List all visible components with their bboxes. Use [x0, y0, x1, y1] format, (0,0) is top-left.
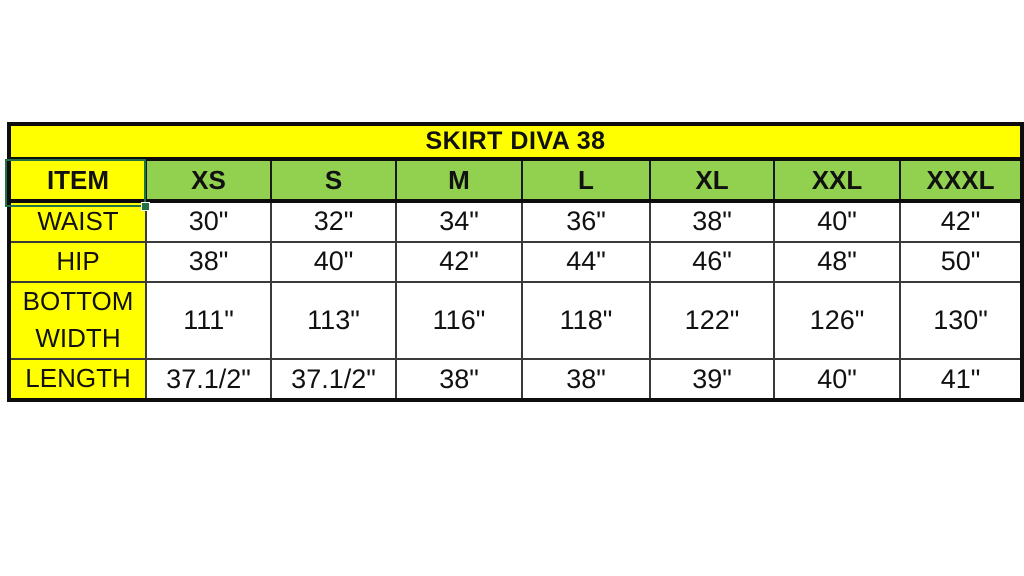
- header-cell-xl[interactable]: XL: [649, 158, 775, 203]
- cell-length-xs[interactable]: 37.1/2": [145, 358, 272, 402]
- table-row-bottom-width: BOTTOM WIDTH 111" 113" 116" 118" 122" 12…: [8, 280, 1024, 361]
- table-row-hip: HIP 38" 40" 42" 44" 46" 48" 50": [8, 240, 1024, 283]
- cell-hip-xxl[interactable]: 48": [773, 240, 901, 283]
- cell-hip-xxxl[interactable]: 50": [898, 240, 1024, 283]
- cell-bottom-m[interactable]: 116": [395, 280, 523, 361]
- title-row: SKIRT DIVA 38: [7, 123, 1024, 161]
- cell-waist-l[interactable]: 36": [521, 200, 651, 243]
- size-chart-container: SKIRT DIVA 38 ITEM XS S M L XL XXL XXXL …: [5, 122, 1024, 403]
- header-cell-l[interactable]: L: [521, 158, 651, 203]
- header-cell-m[interactable]: M: [395, 158, 523, 203]
- size-chart-table: SKIRT DIVA 38 ITEM XS S M L XL XXL XXXL …: [7, 122, 1024, 403]
- row-label-bottom-width[interactable]: BOTTOM WIDTH: [8, 280, 147, 361]
- row-label-length[interactable]: LENGTH: [8, 358, 147, 402]
- cell-bottom-xl[interactable]: 122": [649, 280, 775, 361]
- cell-hip-xs[interactable]: 38": [145, 240, 272, 283]
- cell-bottom-xs[interactable]: 111": [145, 280, 272, 361]
- header-row: ITEM XS S M L XL XXL XXXL: [8, 158, 1024, 203]
- cell-waist-xl[interactable]: 38": [649, 200, 775, 243]
- cell-bottom-s[interactable]: 113": [270, 280, 397, 361]
- cell-hip-m[interactable]: 42": [395, 240, 523, 283]
- cell-waist-s[interactable]: 32": [270, 200, 397, 243]
- cell-length-s[interactable]: 37.1/2": [270, 358, 397, 402]
- cell-bottom-xxl[interactable]: 126": [773, 280, 901, 361]
- row-label-waist[interactable]: WAIST: [8, 200, 147, 243]
- cell-hip-l[interactable]: 44": [521, 240, 651, 283]
- table-row-waist: WAIST 30" 32" 34" 36" 38" 40" 42": [8, 200, 1024, 243]
- table-row-length: LENGTH 37.1/2" 37.1/2" 38" 38" 39" 40" 4…: [8, 358, 1024, 402]
- cell-waist-m[interactable]: 34": [395, 200, 523, 243]
- cell-length-xxl[interactable]: 40": [773, 358, 901, 402]
- cell-hip-s[interactable]: 40": [270, 240, 397, 283]
- cell-length-xxxl[interactable]: 41": [898, 358, 1024, 402]
- cell-hip-xl[interactable]: 46": [649, 240, 775, 283]
- header-cell-xs[interactable]: XS: [145, 158, 272, 203]
- cell-length-l[interactable]: 38": [521, 358, 651, 402]
- row-label-hip[interactable]: HIP: [8, 240, 147, 283]
- cell-bottom-xxxl[interactable]: 130": [898, 280, 1024, 361]
- fill-handle[interactable]: [141, 202, 150, 211]
- cell-waist-xxxl[interactable]: 42": [898, 200, 1024, 243]
- header-cell-xxl[interactable]: XXL: [773, 158, 901, 203]
- cell-bottom-l[interactable]: 118": [521, 280, 651, 361]
- cell-waist-xxl[interactable]: 40": [773, 200, 901, 243]
- table-title-cell[interactable]: SKIRT DIVA 38: [7, 123, 1024, 161]
- header-cell-s[interactable]: S: [270, 158, 397, 203]
- header-cell-item[interactable]: ITEM: [8, 158, 147, 203]
- header-cell-xxxl[interactable]: XXXL: [898, 158, 1024, 203]
- cell-waist-xs[interactable]: 30": [145, 200, 272, 243]
- cell-length-m[interactable]: 38": [395, 358, 523, 402]
- cell-length-xl[interactable]: 39": [649, 358, 775, 402]
